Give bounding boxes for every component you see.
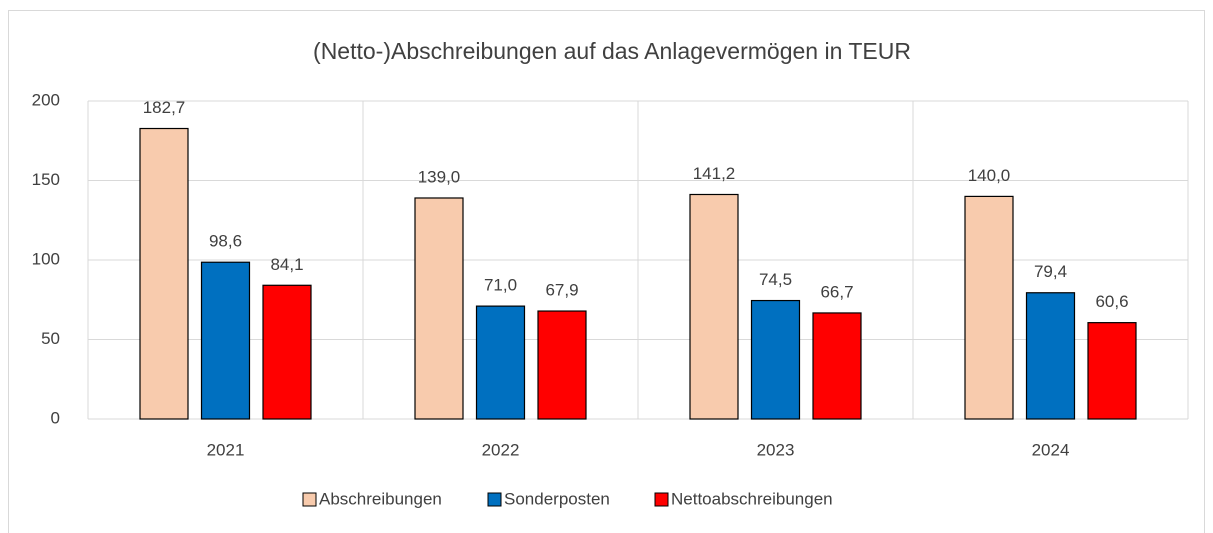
value-label: 140,0 <box>968 166 1011 185</box>
legend-swatch <box>487 492 502 507</box>
bar <box>414 197 464 420</box>
value-label: 66,7 <box>820 282 853 301</box>
value-label: 141,2 <box>693 164 736 183</box>
value-label: 60,6 <box>1095 292 1128 311</box>
value-label: 84,1 <box>270 255 303 274</box>
bar <box>964 195 1014 420</box>
bar <box>139 127 189 420</box>
y-tick-label: 200 <box>32 90 60 109</box>
y-tick-label: 50 <box>41 329 60 348</box>
bar <box>200 261 251 420</box>
value-label: 74,5 <box>759 270 792 289</box>
x-tick-label: 2024 <box>1032 440 1070 459</box>
bar <box>537 310 587 420</box>
legend-label: Nettoabschreibungen <box>671 489 833 508</box>
y-tick-label: 150 <box>32 170 60 189</box>
bar <box>475 305 526 420</box>
value-label: 139,0 <box>418 167 461 186</box>
y-tick-label: 0 <box>51 408 60 427</box>
value-label: 182,7 <box>143 98 186 117</box>
x-tick-label: 2021 <box>207 440 245 459</box>
bar <box>262 284 312 420</box>
value-label: 67,9 <box>545 281 578 300</box>
chart-title: (Netto-)Abschreibungen auf das Anlagever… <box>313 38 911 64</box>
value-label: 71,0 <box>484 276 517 295</box>
legend-label: Abschreibungen <box>319 489 442 508</box>
value-label: 98,6 <box>209 232 242 251</box>
bar <box>1025 292 1076 420</box>
legend-swatch <box>654 492 669 507</box>
x-tick-label: 2022 <box>482 440 520 459</box>
bar <box>689 193 739 420</box>
bar <box>812 312 862 420</box>
legend-swatch <box>302 492 317 507</box>
legend-label: Sonderposten <box>504 489 610 508</box>
bar <box>750 299 801 420</box>
bar <box>1087 322 1137 420</box>
x-tick-label: 2023 <box>757 440 795 459</box>
y-tick-label: 100 <box>32 249 60 268</box>
value-label: 79,4 <box>1034 262 1067 281</box>
